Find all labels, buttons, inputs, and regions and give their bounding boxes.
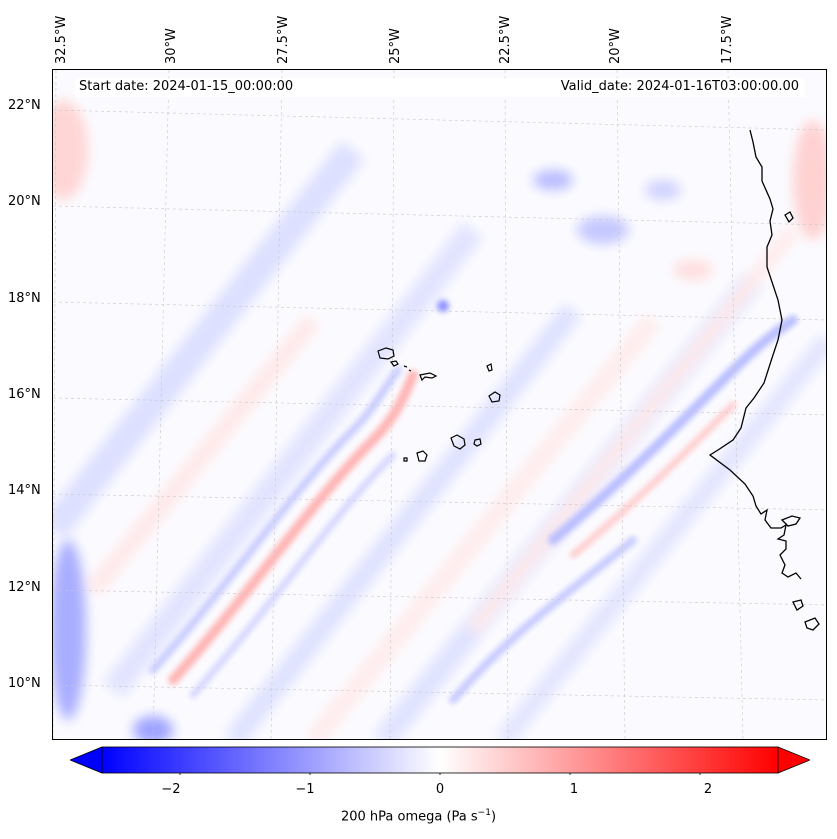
colorbar-tick: −2 [161,782,181,797]
colorbar-gradient [101,746,779,774]
lat-label: 20°N [8,194,41,209]
omega-contours [53,100,826,739]
omega-streaks [149,300,798,704]
coastline [708,129,820,631]
lon-label: 17.5°W [720,15,735,64]
lon-label: 20°W [608,28,623,64]
lon-label: 22.5°W [498,15,513,64]
lon-label: 32.5°W [54,15,69,64]
colorbar-extend-max [777,746,810,774]
colorbar [70,746,810,775]
start-date-label: Start date: 2024-01-15_00:00:00 [79,79,294,94]
lat-label: 22°N [8,98,41,113]
valid-date-label: Valid_date: 2024-01-16T03:00:00.00 [560,79,799,94]
lat-label: 12°N [8,580,41,595]
graticule [53,70,826,739]
lat-label: 10°N [8,676,41,691]
colorbar-label: 200 hPa omega (Pa s−1) [340,808,497,825]
date-info-bar: Start date: 2024-01-15_00:00:00 Valid_da… [75,78,805,97]
colorbar-tick: −1 [295,782,315,797]
colorbar-tick: 1 [569,782,579,797]
colorbar-tick: 2 [703,782,713,797]
omega-field-map [53,70,826,739]
lat-label: 18°N [8,291,41,306]
islands [377,347,501,462]
lat-label: 16°N [8,387,41,402]
map-panel: Start date: 2024-01-15_00:00:00 Valid_da… [52,69,827,740]
colorbar-tick: 0 [435,782,445,797]
lon-label: 27.5°W [276,15,291,64]
lon-label: 25°W [388,28,403,64]
colorbar-extend-min [70,746,103,774]
lat-label: 14°N [8,483,41,498]
lon-label: 30°W [164,28,179,64]
